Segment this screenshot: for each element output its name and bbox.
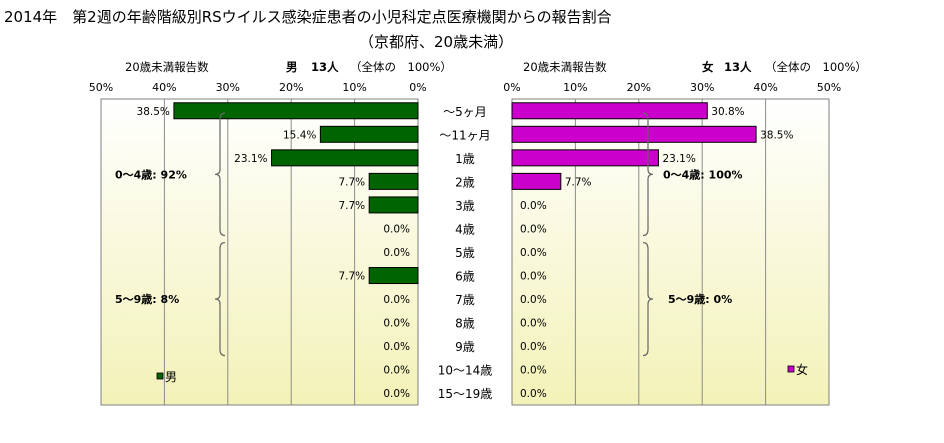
left-x-tick: 0% — [409, 81, 426, 94]
right-bar — [511, 172, 562, 190]
age-category-label: 4歳 — [455, 222, 475, 236]
left-value-label: 0.0% — [383, 247, 410, 259]
right-value-label: 0.0% — [520, 294, 547, 306]
left-plot-area — [100, 98, 419, 406]
right-value-label: 0.0% — [520, 341, 547, 353]
right-plot-area — [511, 98, 830, 406]
right-group-annotation: 0～4歳: 100% — [663, 167, 743, 181]
right-value-label: 38.5% — [760, 129, 793, 141]
age-category-label: 2歳 — [455, 175, 475, 189]
left-value-label: 0.0% — [383, 318, 410, 330]
left-x-tick: 40% — [152, 81, 176, 94]
left-panel-label: 20歳未満報告数 — [125, 60, 209, 74]
right-x-tick: 0% — [503, 81, 520, 94]
right-value-label: 23.1% — [662, 153, 695, 165]
left-bar — [368, 267, 419, 285]
right-value-label: 7.7% — [565, 176, 592, 188]
right-value-label: 30.8% — [711, 106, 744, 118]
right-value-label: 0.0% — [520, 388, 547, 400]
left-bar — [173, 102, 419, 120]
age-category-label: 15～19歳 — [438, 387, 493, 401]
left-value-label: 7.7% — [338, 271, 365, 283]
left-value-label: 0.0% — [383, 223, 410, 235]
right-x-tick: 50% — [817, 81, 841, 94]
right-legend-swatch — [787, 365, 795, 373]
age-category-label: 3歳 — [455, 199, 475, 213]
left-sex-label: 男 — [286, 60, 298, 74]
left-x-tick: 30% — [216, 81, 240, 94]
left-total-label: （全体の 100%） — [350, 60, 452, 74]
left-x-tick: 50% — [89, 81, 113, 94]
right-bar — [511, 125, 757, 143]
right-value-label: 0.0% — [520, 271, 547, 283]
age-category-label: 6歳 — [455, 270, 475, 284]
right-x-tick: 30% — [690, 81, 714, 94]
chart-subtitle: （京都府、20歳未満） — [359, 33, 514, 51]
right-value-label: 0.0% — [520, 318, 547, 330]
age-category-label: 9歳 — [455, 340, 475, 354]
right-x-tick: 20% — [627, 81, 651, 94]
right-value-label: 0.0% — [520, 200, 547, 212]
age-category-label: 1歳 — [455, 152, 475, 166]
left-value-label: 7.7% — [338, 176, 365, 188]
right-bar — [511, 102, 708, 120]
left-group-annotation: 0～4歳: 92% — [115, 167, 187, 181]
right-legend-label: 女 — [796, 362, 808, 377]
left-value-label: 0.0% — [383, 341, 410, 353]
left-value-label: 0.0% — [383, 388, 410, 400]
age-category-label: ～11ヶ月 — [439, 128, 490, 142]
left-bar — [271, 149, 419, 167]
left-value-label: 38.5% — [137, 106, 170, 118]
age-category-label: 5歳 — [455, 246, 475, 260]
left-legend-label: 男 — [165, 370, 177, 384]
left-value-label: 0.0% — [383, 294, 410, 306]
left-group-annotation: 5～9歳: 8% — [115, 292, 179, 306]
right-x-tick: 40% — [753, 81, 777, 94]
left-bar — [319, 125, 419, 143]
right-panel-label: 20歳未満報告数 — [523, 60, 607, 74]
right-value-label: 0.0% — [520, 223, 547, 235]
left-x-tick: 20% — [279, 81, 303, 94]
left-value-label: 0.0% — [383, 365, 410, 377]
right-total-label: （全体の 100%） — [765, 60, 867, 74]
left-brace-0-4 — [214, 112, 226, 237]
right-bar — [511, 149, 659, 167]
left-bar — [368, 172, 419, 190]
left-count-label: 13人 — [311, 60, 339, 74]
right-value-label: 0.0% — [520, 365, 547, 377]
right-group-annotation: 5～9歳: 0% — [668, 292, 732, 306]
left-value-label: 15.4% — [283, 129, 316, 141]
age-category-label: 8歳 — [455, 317, 475, 331]
age-category-label: ～5ヶ月 — [443, 105, 487, 119]
age-category-label: 7歳 — [455, 293, 475, 307]
right-brace-5-9 — [642, 241, 654, 357]
left-brace-5-9 — [214, 241, 226, 357]
right-value-label: 0.0% — [520, 247, 547, 259]
right-brace-0-4 — [642, 112, 654, 237]
left-legend-swatch — [156, 372, 164, 380]
left-value-label: 7.7% — [338, 200, 365, 212]
age-category-label: 10～14歳 — [438, 364, 493, 378]
right-sex-label: 女 — [702, 60, 714, 74]
right-count-label: 13人 — [724, 60, 752, 74]
chart-title: 2014年 第2週の年齢階級別RSウイルス感染症患者の小児科定点医療機関からの報… — [4, 8, 612, 26]
left-value-label: 23.1% — [234, 153, 267, 165]
left-bar — [368, 196, 419, 214]
left-x-tick: 10% — [342, 81, 366, 94]
right-x-tick: 10% — [563, 81, 587, 94]
